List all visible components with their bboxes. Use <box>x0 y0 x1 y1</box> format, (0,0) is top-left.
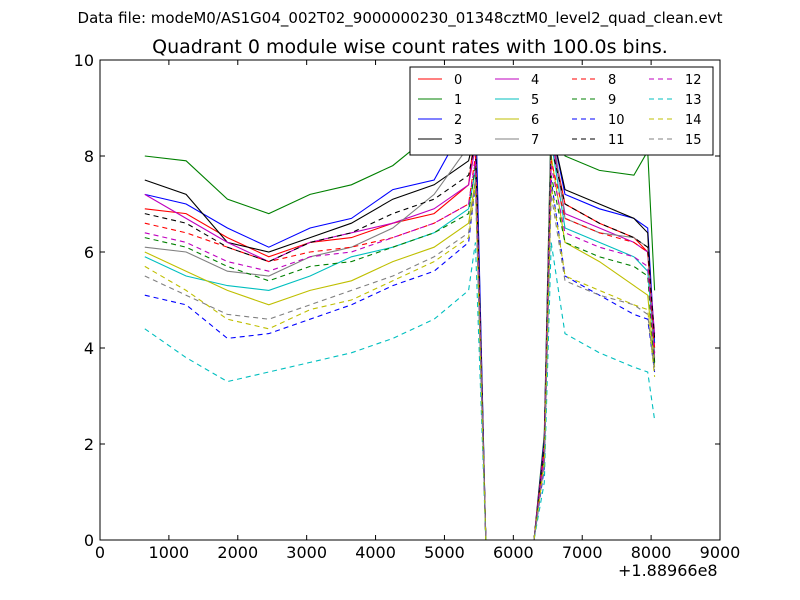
x-tick-label: 4000 <box>355 543 396 562</box>
x-tick-label: 2000 <box>217 543 258 562</box>
legend-label: 13 <box>685 93 702 108</box>
series-line-3 <box>144 127 656 541</box>
legend-label: 2 <box>454 113 462 128</box>
x-tick-label: 6000 <box>493 543 534 562</box>
plot-frame <box>99 59 721 541</box>
x-tick-label: 1000 <box>149 543 190 562</box>
series-line-1 <box>144 97 656 541</box>
legend-label: 7 <box>531 133 539 148</box>
series-line-5 <box>144 141 656 541</box>
legend-label: 4 <box>531 73 539 88</box>
y-tick-label: 4 <box>84 339 94 358</box>
x-tick-label: 3000 <box>286 543 327 562</box>
legend-label: 12 <box>685 73 702 88</box>
series-line-7 <box>144 122 656 541</box>
series-line-0 <box>144 127 656 541</box>
legend-label: 1 <box>454 93 462 108</box>
x-tick-label: 0 <box>95 543 105 562</box>
legend-label: 14 <box>685 113 702 128</box>
y-tick-label: 8 <box>84 147 94 166</box>
legend-label: 10 <box>608 113 625 128</box>
x-tick-label: 5000 <box>424 543 465 562</box>
series-line-6 <box>144 155 656 541</box>
y-tick-label: 0 <box>84 531 94 550</box>
x-tick-label: 7000 <box>562 543 603 562</box>
series-layer <box>144 97 656 541</box>
legend-label: 15 <box>685 133 702 148</box>
y-tick-label: 6 <box>84 243 94 262</box>
figure-suptitle: Data file: modeM0/AS1G04_002T02_90000002… <box>77 9 723 27</box>
legend-label: 9 <box>608 93 616 108</box>
series-line-11 <box>144 141 656 541</box>
series-line-13 <box>144 242 656 541</box>
legend-label: 5 <box>531 93 539 108</box>
legend-label: 6 <box>531 113 539 128</box>
legend-label: 3 <box>454 133 462 148</box>
x-tick-label: 8000 <box>631 543 672 562</box>
legend-box <box>409 66 714 156</box>
legend-label: 8 <box>608 73 616 88</box>
x-offset-label: +1.88966e8 <box>618 561 718 580</box>
x-tick-label: 9000 <box>700 543 741 562</box>
y-tick-label: 2 <box>84 435 94 454</box>
chart-title: Quadrant 0 module wise count rates with … <box>152 36 668 58</box>
y-tick-label: 10 <box>74 51 94 70</box>
series-line-2 <box>144 98 656 541</box>
legend-label: 11 <box>608 133 625 148</box>
series-line-12 <box>144 160 656 541</box>
legend-label: 0 <box>454 73 462 88</box>
series-line-8 <box>144 155 656 541</box>
tick-layer: 0 1000 2000 3000 4000 5000 6000 7000 8000 9000 0 2 4… <box>74 51 741 562</box>
